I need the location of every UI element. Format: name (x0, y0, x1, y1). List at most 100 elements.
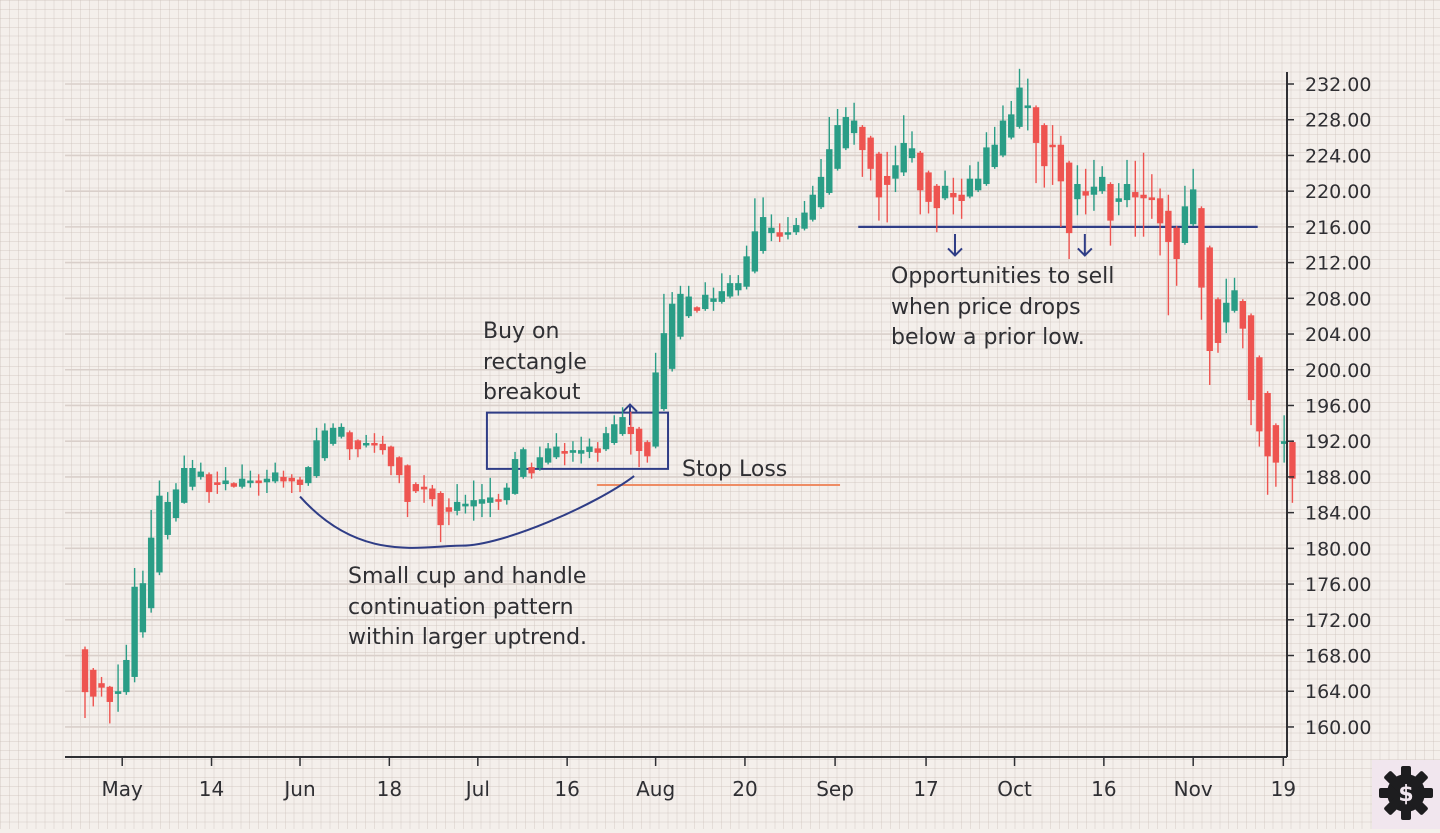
candle-body (106, 686, 114, 702)
candle-up (735, 275, 742, 296)
candle-body (404, 465, 411, 502)
y-tick-label: 228.00 (1305, 110, 1371, 132)
candle-up (1115, 183, 1122, 216)
candle-body (702, 294, 709, 310)
candle-up (247, 470, 254, 488)
breakout-note: Buy on rectangle breakout (483, 317, 587, 409)
candle-body (354, 440, 362, 450)
candle-down (280, 470, 287, 488)
cup-note: Small cup and handle continuation patter… (348, 562, 587, 654)
candle-body (1289, 442, 1296, 479)
y-tick-label: 172.00 (1305, 610, 1371, 632)
candle-down (387, 445, 395, 476)
y-tick-label: 188.00 (1305, 467, 1371, 489)
candle-up (892, 145, 899, 193)
candle-body (1057, 144, 1065, 182)
candle-down (420, 475, 428, 503)
candle-up (900, 115, 907, 176)
candle-down (867, 135, 874, 181)
candle-up (470, 480, 477, 521)
candle-body (776, 232, 783, 237)
annotations (299, 225, 1258, 549)
candle-down (1132, 160, 1139, 237)
candle-down (644, 440, 651, 463)
candle-up (1189, 168, 1197, 226)
candle-down (1289, 440, 1296, 503)
candle-body (247, 480, 254, 484)
candle-up (809, 185, 816, 222)
candle-down (1049, 125, 1056, 185)
candle-up (685, 285, 692, 318)
candle-body (238, 478, 246, 487)
note-line: within larger uptrend. (348, 625, 588, 650)
candle-up (966, 165, 974, 199)
candle-up (147, 509, 155, 613)
candle-body (338, 426, 345, 437)
candle-body (164, 501, 171, 535)
x-tick-label: 19 (1271, 777, 1296, 801)
candle-down (635, 426, 643, 468)
candle-up (1231, 277, 1238, 313)
candle-up (131, 568, 138, 683)
candle-up (801, 200, 808, 231)
candle-body (1181, 206, 1189, 243)
candle-body (611, 424, 618, 443)
candle-body (1189, 189, 1197, 225)
candle-up (726, 275, 734, 299)
candle-body (288, 477, 295, 482)
candle-down (1082, 168, 1089, 215)
candle-down (296, 476, 304, 493)
candle-body (999, 120, 1007, 156)
candle-body (1231, 290, 1238, 311)
note-line: when price drops (891, 294, 1081, 320)
candle-body (230, 483, 238, 487)
note-line: Buy on (483, 319, 560, 344)
candle-body (627, 426, 635, 435)
down-arrow-icon (947, 234, 963, 257)
candle-up (850, 102, 858, 145)
candle-body (1156, 198, 1164, 224)
candle-up (172, 483, 180, 522)
candle-up (602, 426, 610, 452)
candle-down (883, 151, 891, 223)
candle-down (776, 223, 783, 243)
candle-body (1223, 302, 1230, 323)
candle-body (1264, 392, 1271, 457)
y-tick-label: 196.00 (1305, 395, 1371, 417)
candle-body (1206, 247, 1213, 352)
candle-body (950, 192, 957, 198)
candle-up (238, 464, 246, 489)
candle-up (114, 664, 122, 712)
candle-body (743, 256, 750, 287)
x-tick-label: 16 (554, 777, 579, 801)
candle-body (983, 147, 990, 185)
candle-body (1132, 192, 1139, 198)
candle-body (1074, 184, 1081, 200)
candle-down (917, 150, 924, 215)
candle-down (1239, 299, 1246, 349)
candle-up (908, 131, 916, 163)
up-arrow-icon (622, 403, 638, 426)
candle-body (313, 440, 320, 477)
candle-body (371, 442, 378, 446)
candle-up (586, 438, 593, 459)
candle-up (702, 282, 709, 311)
candle-up (578, 436, 585, 464)
y-tick-label: 220.00 (1305, 181, 1371, 203)
candle-down (1173, 225, 1180, 286)
candle-down (214, 471, 221, 494)
candle-up (999, 105, 1007, 158)
candle-body (925, 172, 932, 202)
candle-up (784, 217, 792, 240)
candle-body (305, 467, 312, 484)
x-tick-label: 18 (377, 777, 402, 801)
candle-body (594, 448, 601, 453)
candle-body (850, 120, 858, 134)
y-tick-label: 180.00 (1305, 538, 1371, 560)
candle-down (106, 685, 114, 724)
candle-down (1156, 188, 1164, 256)
candle-body (462, 503, 469, 507)
candle-down (594, 442, 601, 462)
candle-body (387, 446, 395, 467)
